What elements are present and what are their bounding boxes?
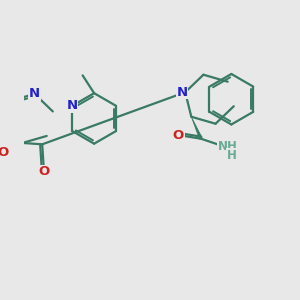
Text: H: H	[227, 149, 237, 162]
Text: N: N	[29, 87, 40, 101]
Text: NH: NH	[218, 140, 238, 153]
Text: O: O	[173, 129, 184, 142]
Text: N: N	[176, 86, 188, 99]
Text: N: N	[67, 99, 78, 112]
Text: O: O	[0, 146, 8, 159]
Polygon shape	[191, 117, 202, 139]
Text: O: O	[38, 165, 49, 178]
